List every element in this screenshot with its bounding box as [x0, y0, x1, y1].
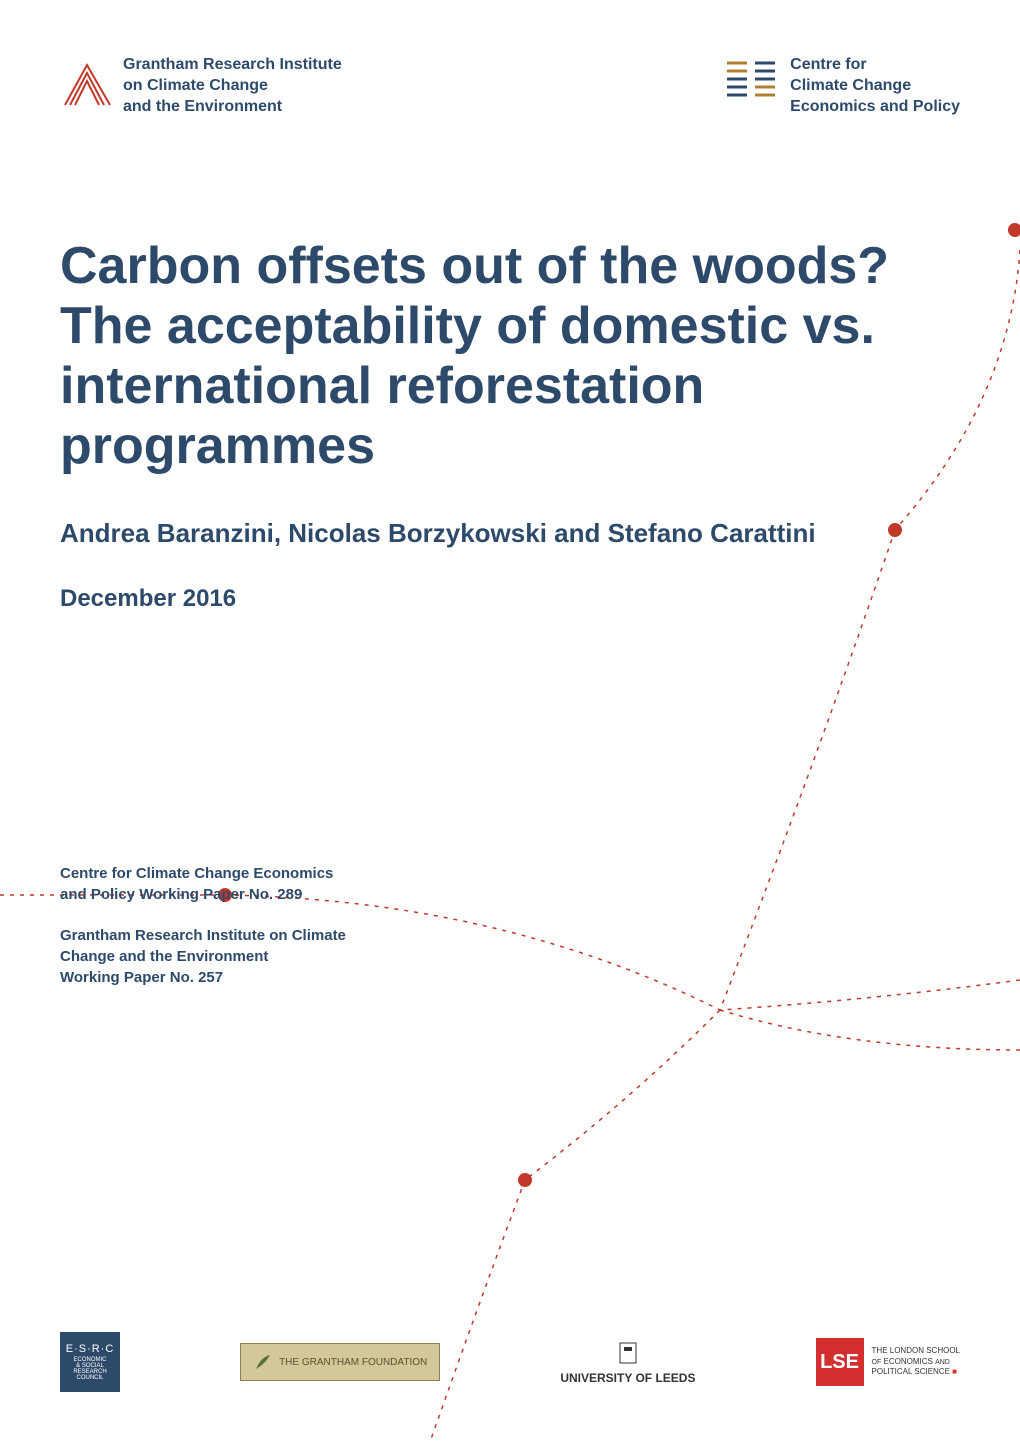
grantham-text-line2: on Climate Change — [123, 76, 342, 97]
grantham-text-line1: Grantham Research Institute — [123, 55, 342, 76]
grantham-foundation-logo: THE GRANTHAM FOUNDATION — [240, 1343, 440, 1381]
cccep-logo: Centre for Climate Change Economics and … — [722, 55, 960, 117]
grantham-working-paper: Grantham Research Institute on Climate C… — [60, 925, 410, 988]
cccep-working-paper: Centre for Climate Change Economics and … — [60, 863, 410, 905]
leaf-icon — [253, 1352, 273, 1372]
grantham-wp-line2: Change and the Environment — [60, 946, 410, 967]
footer-logos: E·S·R·C ECONOMIC& SOCIALRESEARCHCOUNCIL … — [60, 1332, 960, 1392]
cccep-text-line1: Centre for — [790, 55, 960, 76]
grantham-institute-logo: Grantham Research Institute on Climate C… — [60, 55, 342, 117]
cccep-wp-line2: and Policy Working Paper No. 289 — [60, 884, 410, 905]
paper-date: December 2016 — [60, 585, 960, 613]
paper-title: Carbon offsets out of the woods? The acc… — [60, 237, 930, 476]
cccep-icon — [722, 55, 780, 105]
grantham-wp-line3: Working Paper No. 257 — [60, 967, 410, 988]
leeds-crest-icon — [616, 1339, 640, 1367]
esrc-logo: E·S·R·C ECONOMIC& SOCIALRESEARCHCOUNCIL — [60, 1332, 120, 1392]
leeds-logo: UNIVERSITY OF LEEDS — [560, 1339, 695, 1385]
lse-line2: OF OF ECONOMICS ANDECONOMICS AND — [872, 1357, 960, 1367]
lse-logo: LSE THE LONDON SCHOOL OF OF ECONOMICS AN… — [816, 1338, 960, 1386]
lse-line3: POLITICAL SCIENCE ■ — [872, 1367, 960, 1377]
cccep-text-line2: Climate Change — [790, 76, 960, 97]
lse-box: LSE — [816, 1338, 864, 1386]
grantham-wp-line1: Grantham Research Institute on Climate — [60, 925, 410, 946]
grantham-foundation-text: THE GRANTHAM FOUNDATION — [279, 1357, 427, 1368]
working-paper-info: Centre for Climate Change Economics and … — [60, 863, 960, 988]
grantham-icon — [60, 55, 115, 110]
cccep-text-line3: Economics and Policy — [790, 97, 960, 118]
lse-line1: THE LONDON SCHOOL — [872, 1346, 960, 1356]
leeds-text: UNIVERSITY OF LEEDS — [560, 1371, 695, 1385]
paper-authors: Andrea Baranzini, Nicolas Borzykowski an… — [60, 517, 960, 551]
grantham-text-line3: and the Environment — [123, 97, 342, 118]
cccep-wp-line1: Centre for Climate Change Economics — [60, 863, 410, 884]
header-logos: Grantham Research Institute on Climate C… — [60, 55, 960, 117]
